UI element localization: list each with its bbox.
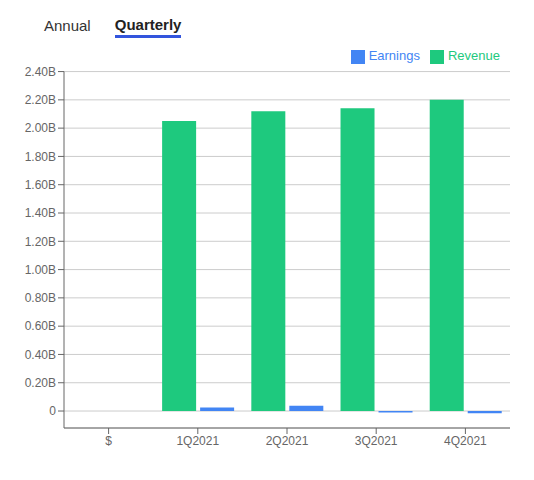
svg-text:2.40B: 2.40B bbox=[25, 65, 56, 79]
svg-text:0: 0 bbox=[49, 404, 56, 418]
html-text:Earnings: Earnings bbox=[368, 48, 420, 63]
html-text:Revenue: Revenue bbox=[448, 48, 500, 63]
svg-text:4Q2021: 4Q2021 bbox=[444, 434, 487, 448]
svg-text:1.60B: 1.60B bbox=[25, 178, 56, 192]
svg-text:2.20B: 2.20B bbox=[25, 93, 56, 107]
svg-text:1.80B: 1.80B bbox=[25, 150, 56, 164]
svg-text:1.00B: 1.00B bbox=[25, 263, 56, 277]
html-text:Quarterly: Quarterly bbox=[114, 16, 182, 33]
svg-text:$: $ bbox=[105, 434, 112, 448]
svg-text:0.20B: 0.20B bbox=[25, 376, 56, 390]
svg-text:2.00B: 2.00B bbox=[25, 121, 56, 135]
html-text:Annual: Annual bbox=[44, 17, 91, 34]
svg-text:1.40B: 1.40B bbox=[25, 206, 56, 220]
svg-text:1Q2021: 1Q2021 bbox=[176, 434, 219, 448]
svg-text:3Q2021: 3Q2021 bbox=[355, 434, 398, 448]
svg-text:0.60B: 0.60B bbox=[25, 319, 56, 333]
svg-text:0.40B: 0.40B bbox=[25, 348, 56, 362]
svg-text:0.80B: 0.80B bbox=[25, 291, 56, 305]
svg-text:1.20B: 1.20B bbox=[25, 235, 56, 249]
svg-text:2Q2021: 2Q2021 bbox=[266, 434, 309, 448]
